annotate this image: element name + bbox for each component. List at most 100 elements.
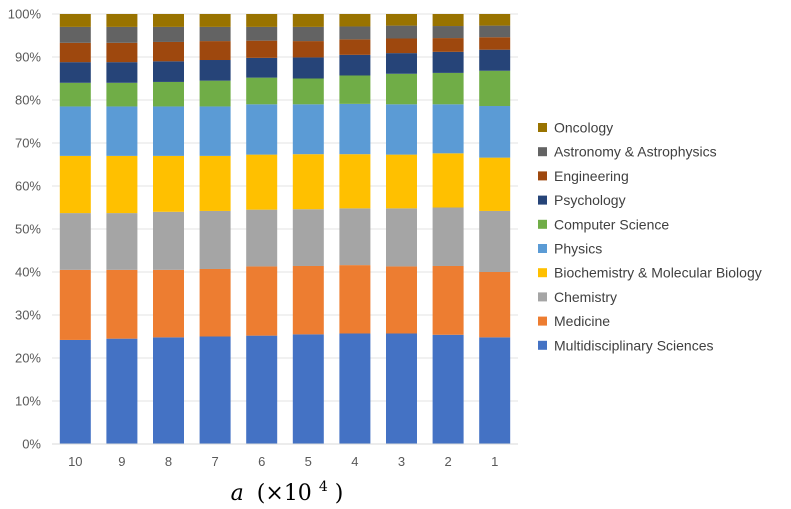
legend-item: Biochemistry & Molecular Biology — [538, 265, 762, 281]
bar-segment — [246, 104, 278, 155]
bar-segment — [59, 26, 91, 43]
bar-segment — [339, 75, 371, 104]
bar-segment — [153, 106, 184, 156]
x-tick-label: 10 — [68, 454, 82, 469]
bar-segment — [246, 154, 278, 210]
bar-segment — [106, 155, 138, 214]
bar-segment — [292, 334, 324, 444]
x-axis-label-multiplier: (×10 — [257, 481, 312, 506]
bar-segment — [153, 81, 184, 107]
legend-swatch — [538, 171, 547, 181]
x-tick-label: 2 — [444, 454, 451, 469]
bar-segment — [339, 154, 371, 209]
bar-segment — [246, 57, 278, 78]
legend-label: Multidisciplinary Sciences — [554, 337, 714, 353]
bar-segment — [59, 269, 91, 340]
x-axis-label-variable: a — [231, 481, 244, 506]
bar-segment — [339, 103, 371, 155]
bar-segment — [292, 41, 324, 58]
bar-segment — [479, 157, 511, 211]
x-tick-label: 8 — [165, 454, 172, 469]
legend-label: Engineering — [554, 168, 629, 184]
bar-segment — [292, 57, 324, 79]
legend-item: Astronomy & Astrophysics — [538, 144, 717, 160]
bar-segment — [153, 155, 184, 212]
bar-stack — [339, 14, 371, 444]
bar-segment — [246, 335, 278, 444]
bar-segment — [339, 208, 371, 266]
y-tick-label: 60% — [15, 179, 41, 194]
bar-segment — [59, 155, 91, 214]
legend-swatch — [538, 147, 547, 157]
bar-segment — [246, 14, 278, 27]
bar-segment — [59, 82, 91, 107]
bar-segment — [479, 25, 511, 38]
bar-segment — [292, 14, 324, 27]
bar-segment — [106, 213, 138, 270]
bar-stack — [432, 14, 464, 444]
x-tick-label: 6 — [258, 454, 265, 469]
legend-swatch — [538, 244, 547, 253]
x-axis-label: a (×10 4 ) — [231, 472, 344, 506]
bar-segment — [479, 37, 511, 50]
bar-segment — [386, 53, 417, 74]
legend-item: Engineering — [538, 168, 629, 184]
bar-segment — [292, 104, 324, 155]
legend-label: Astronomy & Astrophysics — [554, 144, 717, 160]
legend-label: Physics — [554, 241, 602, 257]
bar-segment — [432, 72, 464, 105]
bar-segment — [339, 39, 371, 55]
bar-segment — [106, 14, 138, 27]
legend-label: Computer Science — [554, 216, 669, 232]
bar-segment — [59, 339, 91, 444]
bar-segment — [432, 104, 464, 154]
legend-item: Psychology — [538, 192, 626, 208]
bar-segment — [339, 333, 371, 444]
bar-segment — [106, 269, 138, 339]
legend-item: Physics — [538, 241, 602, 257]
y-tick-label: 30% — [15, 308, 41, 323]
y-tick-label: 70% — [15, 136, 41, 151]
bar-segment — [153, 41, 184, 62]
bar-segment — [199, 14, 231, 27]
bar-segment — [246, 26, 278, 41]
legend-swatch — [538, 219, 547, 229]
bar-segment — [153, 337, 184, 444]
bar-stack — [479, 14, 511, 444]
bar-segment — [199, 106, 231, 156]
y-axis-ticks: 0% 10% 20% 30% 40% 50% 60% 70% 80% 90% 100% — [8, 7, 42, 452]
bar-segment — [386, 208, 417, 267]
bar-segment — [386, 73, 417, 105]
bar-segment — [106, 106, 138, 156]
bar-segment — [432, 38, 464, 52]
bar-segment — [386, 25, 417, 39]
legend-swatch — [538, 123, 547, 132]
x-axis-label-exponent: 4 — [319, 479, 328, 495]
y-tick-label: 50% — [15, 222, 41, 237]
bar-segment — [479, 49, 511, 71]
legend-item: Oncology — [538, 120, 613, 136]
bar-segment — [106, 338, 138, 444]
bar-segment — [339, 26, 371, 40]
y-tick-label: 10% — [15, 394, 41, 409]
legend-swatch — [538, 268, 547, 278]
bar-segment — [106, 62, 138, 83]
x-tick-label: 7 — [211, 454, 218, 469]
bar-segment — [59, 14, 91, 27]
bar-segment — [386, 154, 417, 209]
bar-segment — [246, 266, 278, 336]
y-tick-label: 40% — [15, 265, 41, 280]
x-tick-label: 3 — [398, 454, 405, 469]
bar-segment — [199, 336, 231, 444]
bar-stack — [153, 14, 184, 444]
bar-segment — [432, 265, 464, 335]
bar-segment — [292, 265, 324, 335]
bar-segment — [292, 26, 324, 42]
bar-segment — [59, 106, 91, 156]
legend-swatch — [538, 340, 547, 350]
bar-segment — [386, 38, 417, 54]
bar-segment — [292, 209, 324, 266]
bar-stack — [246, 14, 278, 444]
bar-segment — [479, 272, 511, 338]
